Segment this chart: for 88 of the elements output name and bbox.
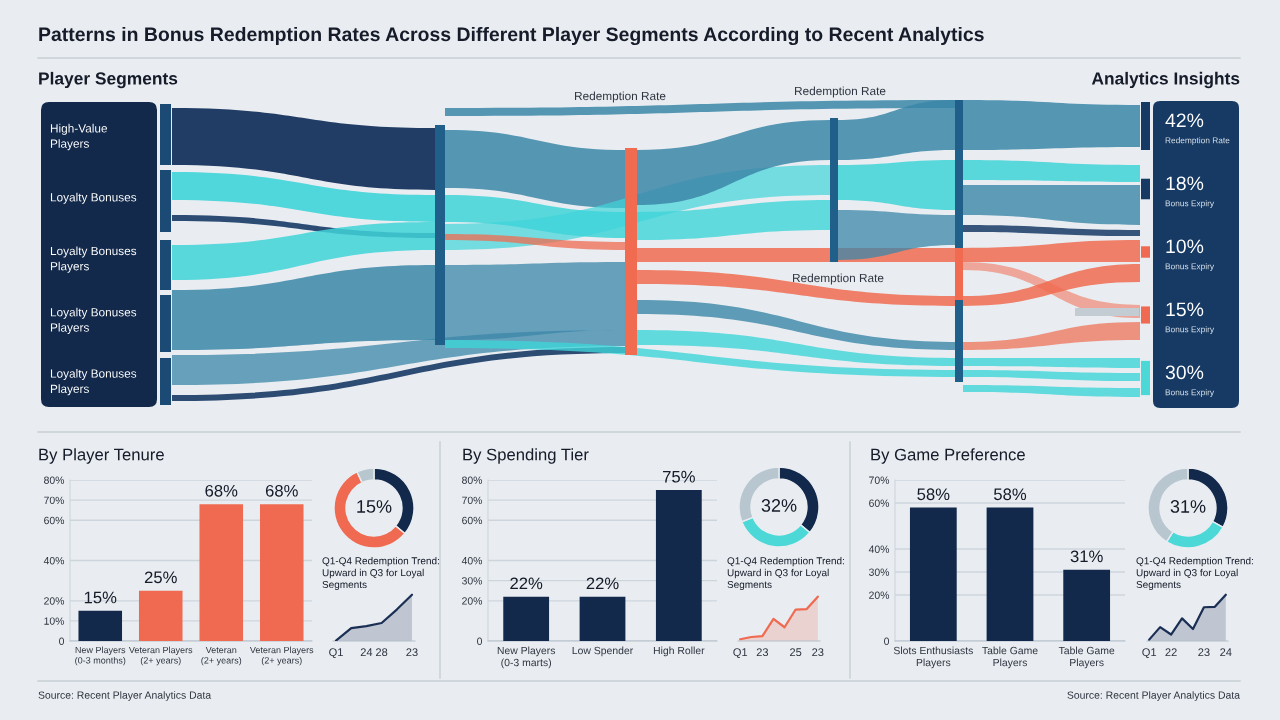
x-tick-label: Q1 — [1142, 648, 1157, 659]
category-label: Loyalty Bonuses Players — [50, 369, 137, 396]
bar — [199, 504, 244, 641]
y-tick-label: 80% — [44, 476, 65, 484]
bar — [138, 590, 183, 641]
x-tick-label: Veteran (2+ years) — [201, 646, 242, 666]
category-label: High-Value Players — [50, 123, 108, 151]
x-tick-label: 25 — [790, 648, 802, 657]
y-tick-label: 70% — [44, 496, 65, 504]
x-tick-label: 24 — [360, 648, 373, 656]
x-tick-label: 23 — [406, 648, 418, 657]
data-label: 58% — [917, 488, 950, 501]
data-label: 42% — [1165, 113, 1204, 128]
category-label: Bonus Expiry — [1165, 200, 1215, 208]
y-tick-label: 80% — [462, 476, 483, 484]
y-tick-label: 20% — [869, 591, 890, 599]
chart-title: Q1-Q4 Redemption Trend: Upward in Q3 for Loyal Segments — [1136, 557, 1253, 591]
data-label: 31% — [1070, 550, 1103, 563]
data-label: 68% — [265, 484, 298, 497]
data-label: 58% — [993, 488, 1027, 501]
data-label: 15% — [84, 591, 117, 604]
data-label: 22% — [586, 577, 619, 590]
y-tick-label: 0 — [477, 637, 483, 645]
text: 15% — [357, 500, 392, 513]
y-tick-label: 10% — [44, 617, 65, 625]
y-tick-label: 40% — [43, 557, 65, 565]
y-tick-label: 30% — [461, 577, 483, 585]
y-tick-label: 40% — [868, 545, 890, 553]
y-tick-label: 60% — [44, 516, 65, 525]
category-label: Loyalty Bonuses Players — [50, 246, 137, 273]
chart-title: By Game Preference — [871, 448, 1025, 464]
x-tick-label: New Players (0-3 months) — [75, 646, 126, 666]
category-label: Loyalty Bonuses — [50, 192, 137, 204]
category-label: Redemption Rate — [1165, 137, 1230, 145]
x-tick-label: Q1 — [733, 648, 748, 659]
y-tick-label: 60% — [869, 499, 890, 507]
y-tick-label: 70% — [869, 476, 890, 484]
text: Player Segments — [39, 71, 178, 89]
data-label: 22% — [510, 577, 543, 590]
x-tick-label: High Roller — [653, 646, 705, 657]
y-tick-label: 0 — [884, 637, 890, 645]
chart-title: Q1-Q4 Redemption Trend: Upward in Q3 for Loyal Segments — [322, 557, 439, 591]
x-tick-label: 22 — [1165, 648, 1177, 656]
bar — [259, 504, 304, 641]
text: 31% — [1170, 500, 1206, 513]
x-tick-label: Low Spender — [572, 646, 634, 657]
x-tick-label: 28 — [375, 648, 388, 657]
y-tick-label: 20% — [462, 597, 483, 605]
text: Analytics Insights — [1091, 71, 1240, 89]
category-label: Bonus Expiry — [1165, 389, 1215, 397]
text: Patterns in Bonus Redemption Rates Across Different Player Segments According to Recent Analytics — [39, 26, 984, 46]
text: Redemption Rate — [793, 273, 884, 285]
data-label: 30% — [1165, 365, 1204, 380]
text: Redemption Rate — [575, 91, 666, 103]
x-tick-label: 23 — [756, 648, 769, 657]
data-label: 75% — [663, 470, 695, 483]
y-tick-label: 70% — [462, 496, 483, 504]
category-label: Bonus Expiry — [1165, 326, 1215, 334]
y-tick-label: 60% — [462, 516, 483, 525]
y-tick-label: 40% — [461, 557, 483, 565]
y-tick-label: 30% — [868, 568, 890, 576]
source-note: Source: Recent Player Analytics Data — [38, 691, 212, 701]
chart-title: Q1-Q4 Redemption Trend: Upward in Q3 for Loyal Segments — [727, 557, 844, 591]
x-tick-label: 23 — [1198, 648, 1210, 657]
category-label: Loyalty Bonuses Players — [50, 307, 137, 335]
category-label: Bonus Expiry — [1165, 263, 1215, 271]
bar — [78, 610, 123, 641]
x-tick-label: 24 — [1220, 648, 1232, 656]
x-tick-label: Veteran Players (2+ years) — [249, 646, 314, 666]
data-label: 68% — [205, 484, 238, 497]
chart-title: By Spending Tier — [463, 448, 589, 464]
text: Redemption Rate — [795, 86, 886, 98]
chart-title: By Player Tenure — [39, 448, 164, 464]
x-tick-label: Q1 — [329, 648, 343, 659]
x-tick-label: Veteran Players (2+ years) — [128, 646, 193, 666]
data-label: 25% — [144, 571, 177, 584]
source-note: Source: Recent Player Analytics Data — [1067, 691, 1241, 701]
x-tick-label: Slots Enthusiasts Players — [893, 646, 973, 669]
y-tick-label: 20% — [44, 597, 65, 605]
x-tick-label: Table Game Players — [1058, 646, 1115, 669]
y-tick-label: 0 — [59, 637, 65, 645]
x-tick-label: New Players (0-3 marts) — [497, 646, 556, 669]
text: 32% — [761, 499, 797, 512]
data-label: 18% — [1166, 176, 1204, 191]
data-label: 15% — [1166, 302, 1204, 317]
x-tick-label: Table Game Players — [982, 646, 1038, 669]
x-tick-label: 23 — [812, 648, 824, 657]
data-label: 10% — [1166, 239, 1204, 254]
